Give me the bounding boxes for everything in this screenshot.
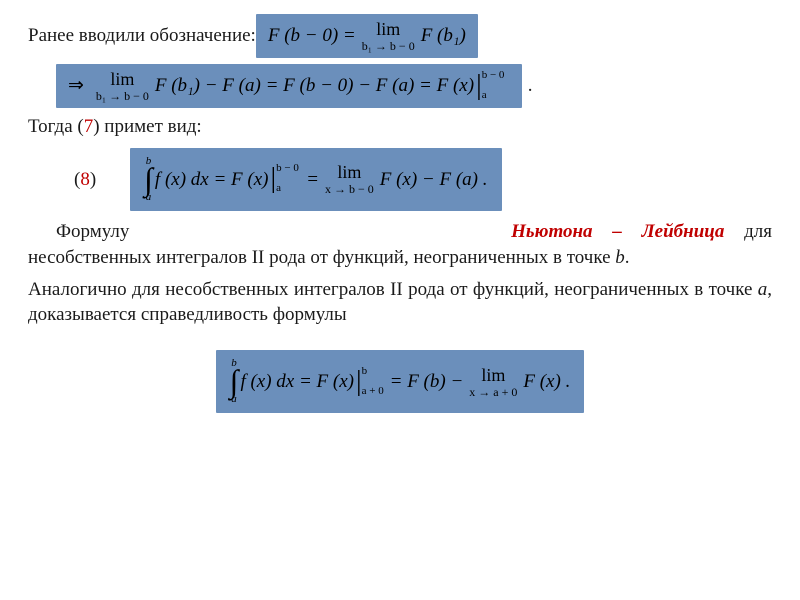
eq4-integrand: f (x) dx = F (x) bbox=[240, 369, 354, 395]
eq1-rhs: F (b₁) bbox=[421, 23, 466, 49]
p-analog-i: a bbox=[758, 279, 768, 300]
eval-bot: a bbox=[276, 183, 281, 194]
formula-3-row: (8) b ∫ a f (x) dx = F (x) | b − 0 a = l… bbox=[28, 148, 772, 212]
implies-icon: ⇒ bbox=[68, 73, 84, 99]
lim-sub: b₁ → b − 0 bbox=[96, 90, 149, 102]
eq1-lhs: F (b − 0) = bbox=[268, 23, 356, 49]
label8-b: ) bbox=[90, 169, 96, 190]
then-line: Тогда (7) примет вид: bbox=[28, 114, 772, 140]
lim-word: lim bbox=[481, 366, 505, 384]
p-form-a: Формулу bbox=[56, 221, 129, 242]
eval-bar: | b a + 0 bbox=[356, 368, 362, 396]
eq3-eq: = bbox=[306, 167, 319, 193]
formula-2: ⇒ lim b₁ → b − 0 F (b₁) − F (a) = F (b −… bbox=[56, 64, 522, 108]
then-a: Тогда ( bbox=[28, 116, 84, 137]
label-8: (8) bbox=[74, 167, 96, 193]
lim-sub: x → b − 0 bbox=[325, 183, 374, 195]
formula-1: F (b − 0) = lim b₁ → b − 0 F (b₁) bbox=[256, 14, 478, 58]
intro-text: Ранее вводили обозначение: bbox=[28, 23, 256, 49]
eq3-rhs: F (x) − F (a) . bbox=[380, 167, 488, 193]
lim-word: lim bbox=[110, 70, 134, 88]
lim-word: lim bbox=[337, 163, 361, 181]
p-form-d: . bbox=[625, 247, 630, 268]
formula-2-row: ⇒ lim b₁ → b − 0 F (b₁) − F (a) = F (b −… bbox=[56, 64, 772, 108]
slide: Ранее вводили обозначение: F (b − 0) = l… bbox=[0, 0, 800, 600]
eval-top: b − 0 bbox=[276, 163, 299, 174]
then-b: ) примет вид: bbox=[93, 116, 202, 137]
eq2-lim: lim b₁ → b − 0 bbox=[96, 70, 149, 102]
eval-bar: | b − 0 a bbox=[271, 165, 277, 193]
eval-top: b − 0 bbox=[482, 70, 505, 81]
eq1-lim: lim b₁ → b − 0 bbox=[362, 20, 415, 52]
intro-row: Ранее вводили обозначение: F (b − 0) = l… bbox=[28, 14, 772, 58]
formula-4-row: b ∫ a f (x) dx = F (x) | b a + 0 = F (b)… bbox=[28, 350, 772, 414]
eval-top: b bbox=[362, 366, 368, 377]
formula-3: b ∫ a f (x) dx = F (x) | b − 0 a = lim x… bbox=[130, 148, 501, 212]
formula-4: b ∫ a f (x) dx = F (x) | b a + 0 = F (b)… bbox=[216, 350, 585, 414]
p-analog-a: Аналогично для несобственных интегралов … bbox=[28, 279, 758, 300]
eq2-dot: . bbox=[528, 73, 533, 99]
eq3-integrand: f (x) dx = F (x) bbox=[155, 167, 269, 193]
integral-icon: b ∫ a bbox=[230, 358, 239, 406]
p-form-i: b bbox=[615, 247, 625, 268]
ref-8: 8 bbox=[80, 169, 90, 190]
eq4-rhs: F (x) . bbox=[523, 369, 570, 395]
paragraph-formula-name: Формулу (8) называют обобщённой формулой… bbox=[28, 219, 772, 270]
lim-word: lim bbox=[376, 20, 400, 38]
eq4-lim: lim x → a + 0 bbox=[469, 366, 517, 398]
lim-sub: x → a + 0 bbox=[469, 386, 517, 398]
integral-icon: b ∫ a bbox=[144, 156, 153, 204]
ref-7: 7 bbox=[84, 116, 94, 137]
newton-leibniz-term: Ньютона – Лейбница bbox=[511, 221, 724, 242]
eq2-body: F (b₁) − F (a) = F (b − 0) − F (a) = F (… bbox=[155, 73, 474, 99]
eq3-lim: lim x → b − 0 bbox=[325, 163, 374, 195]
paragraph-analog: Аналогично для несобственных интегралов … bbox=[28, 277, 772, 328]
eval-bar: | b − 0 a bbox=[476, 72, 482, 100]
int-lower: a bbox=[146, 192, 152, 203]
eq4-mid: = F (b) − bbox=[390, 369, 464, 395]
lim-sub: b₁ → b − 0 bbox=[362, 40, 415, 52]
eval-bot: a bbox=[482, 90, 487, 101]
int-lower: a bbox=[231, 394, 237, 405]
eval-bot: a + 0 bbox=[362, 386, 384, 397]
